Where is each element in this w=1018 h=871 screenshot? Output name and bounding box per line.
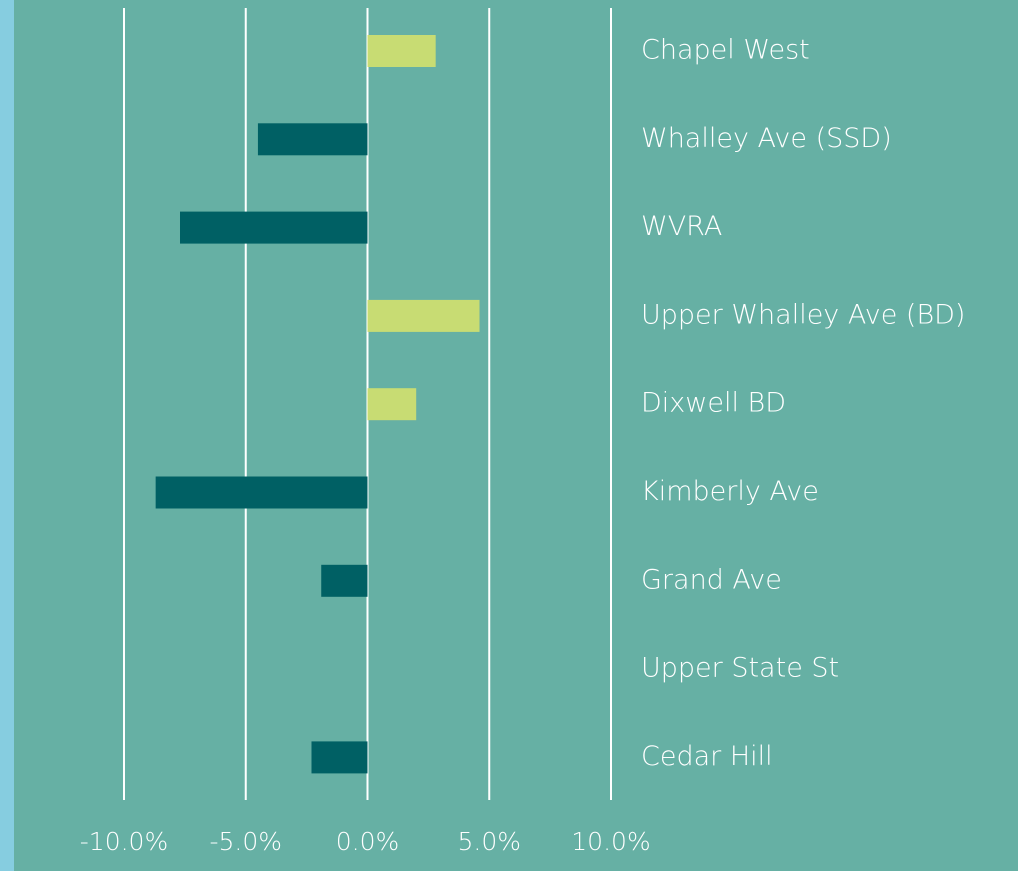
category-label: Chapel West bbox=[641, 35, 810, 66]
category-label: Dixwell BD bbox=[641, 388, 786, 419]
bar bbox=[311, 741, 368, 774]
bar bbox=[367, 388, 417, 421]
category-label: Kimberly Ave bbox=[641, 476, 819, 507]
x-tick-label: 10.0% bbox=[571, 827, 650, 856]
bar bbox=[367, 35, 436, 67]
bar bbox=[321, 564, 368, 597]
bar bbox=[180, 211, 368, 244]
category-label: Upper State St bbox=[641, 653, 839, 684]
x-tick-label: 5.0% bbox=[457, 827, 521, 856]
x-tick-label: 0.0% bbox=[336, 827, 400, 856]
side-strip bbox=[0, 0, 14, 871]
category-label: WVRA bbox=[641, 211, 722, 242]
category-label: Cedar Hill bbox=[641, 741, 773, 772]
bar bbox=[155, 476, 368, 509]
category-label: Grand Ave bbox=[641, 564, 782, 595]
bar bbox=[257, 123, 368, 156]
x-tick-label: -5.0% bbox=[209, 827, 282, 856]
category-label: Whalley Ave (SSD) bbox=[641, 123, 892, 154]
bar bbox=[367, 299, 480, 332]
category-label: Upper Whalley Ave (BD) bbox=[641, 299, 965, 330]
x-tick-label: -10.0% bbox=[80, 827, 168, 856]
